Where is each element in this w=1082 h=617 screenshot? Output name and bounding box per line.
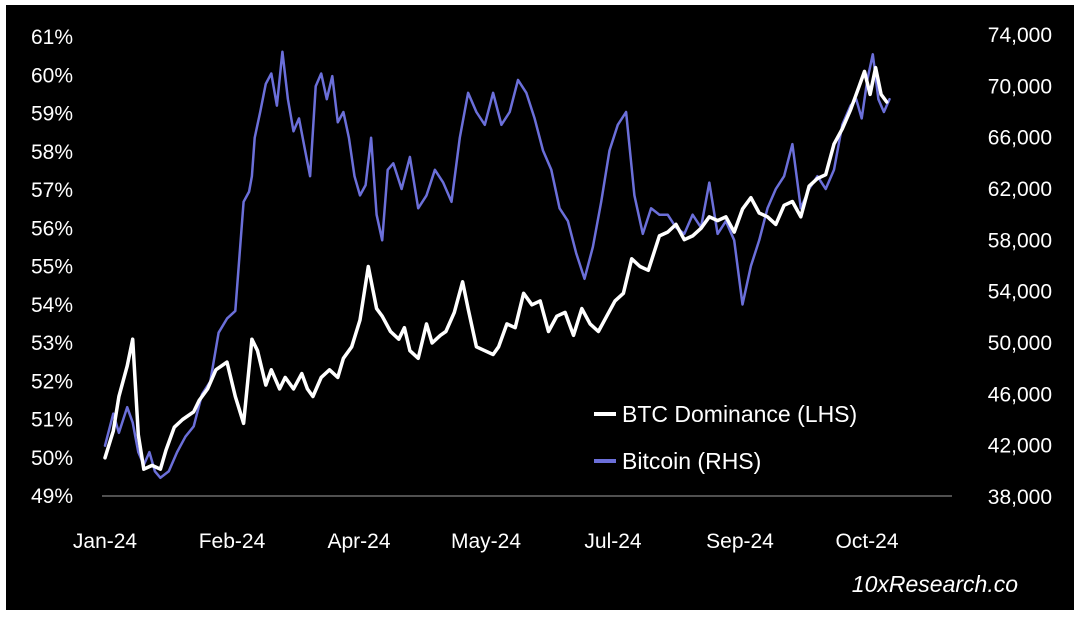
left-axis-tick: 61%: [31, 26, 73, 49]
x-axis: Jan-24 Feb-24 Apr-24 May-24 Jul-24 Sep-24 Oct-…: [73, 530, 899, 553]
right-axis-tick: 74,000: [988, 24, 1052, 47]
legend-label-bitcoin: Bitcoin (RHS): [622, 448, 761, 474]
right-axis-tick: 38,000: [988, 486, 1052, 509]
right-axis-tick: 50,000: [988, 332, 1052, 355]
left-axis-tick: 54%: [31, 294, 73, 317]
chart-frame: [6, 5, 1074, 610]
left-axis-tick: 51%: [31, 409, 73, 432]
right-axis-tick: 70,000: [988, 75, 1052, 98]
left-axis-tick: 60%: [31, 64, 73, 87]
series-line-bitcoin: [103, 50, 891, 480]
left-axis-tick: 58%: [31, 141, 73, 164]
right-axis-tick: 42,000: [988, 435, 1052, 458]
left-axis-tick: 59%: [31, 103, 73, 126]
right-axis-tick: 46,000: [988, 383, 1052, 406]
left-axis: 49% 50% 51% 52% 53% 54% 55% 56% 57% 58% 59% 60% 61%: [31, 26, 73, 508]
x-axis-tick: Jul-24: [584, 530, 642, 553]
series-line-btc-dominance: [103, 65, 889, 471]
left-axis-tick: 50%: [31, 447, 73, 470]
left-axis-tick: 53%: [31, 332, 73, 355]
left-axis-tick: 49%: [31, 485, 73, 508]
left-axis-tick: 55%: [31, 256, 73, 279]
x-axis-tick: May-24: [451, 530, 521, 553]
right-axis-tick: 58,000: [988, 229, 1052, 252]
source-credit: 10xResearch.co: [852, 571, 1018, 597]
left-axis-tick: 52%: [31, 370, 73, 393]
x-axis-tick: Jan-24: [73, 530, 138, 553]
x-axis-tick: Apr-24: [327, 530, 390, 553]
x-axis-tick: Feb-24: [199, 530, 266, 553]
x-axis-tick: Oct-24: [835, 530, 898, 553]
legend: BTC Dominance (LHS) Bitcoin (RHS): [594, 401, 857, 474]
right-axis-tick: 54,000: [988, 281, 1052, 304]
legend-label-btc-dominance: BTC Dominance (LHS): [622, 401, 857, 427]
left-axis-tick: 56%: [31, 217, 73, 240]
series-layer: [103, 50, 891, 480]
right-axis-tick: 62,000: [988, 178, 1052, 201]
x-axis-tick: Sep-24: [706, 530, 774, 553]
left-axis-tick: 57%: [31, 179, 73, 202]
right-axis: 38,000 42,000 46,000 50,000 54,000 58,000 62,0…: [988, 24, 1052, 509]
right-axis-tick: 66,000: [988, 127, 1052, 150]
